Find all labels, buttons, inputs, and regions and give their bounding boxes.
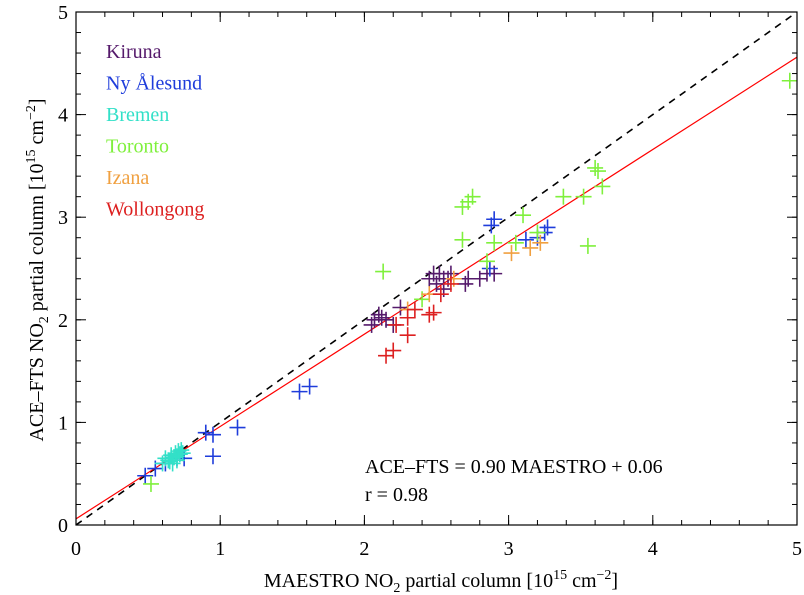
data-point [478, 253, 495, 270]
plot-frame [75, 11, 798, 526]
x-tick-label: 3 [504, 538, 514, 560]
y-tick-label: 5 [58, 2, 68, 24]
y-axis-title-close: ] [26, 98, 48, 105]
data-point [164, 455, 181, 472]
data-point [170, 443, 187, 460]
series-kiruna [363, 265, 503, 333]
x-axis-title-subscript: 2 [393, 581, 400, 595]
series-wollongong [378, 275, 459, 364]
data-point [529, 224, 546, 241]
data-point [454, 231, 471, 248]
data-point [137, 467, 154, 484]
x-tick-label: 2 [359, 538, 369, 560]
y-axis-title-exponent: 15 [24, 149, 39, 163]
legend-entry: Bremen [106, 104, 169, 126]
data-point [781, 72, 797, 89]
data-point [142, 475, 159, 492]
data-point [579, 237, 596, 254]
legend-entry: Ny Ålesund [106, 73, 202, 95]
y-axis-title-unit: cm [26, 120, 48, 150]
legend-entry: Izana [106, 167, 149, 189]
data-point [575, 188, 592, 205]
y-axis-title-main: ACE–FTS NO [26, 323, 48, 441]
x-axis-title: MAESTRO NO2 partial column [1015 cm−2] [264, 568, 618, 595]
data-point [425, 304, 442, 321]
data-point [375, 263, 392, 280]
y-tick-label: 4 [58, 105, 68, 127]
data-point [515, 207, 532, 224]
data-point [406, 301, 423, 318]
data-point [555, 188, 572, 205]
legend-entry: Kiruna [106, 41, 162, 63]
data-point [483, 217, 500, 234]
data-point [517, 231, 534, 248]
x-axis-title-tail: partial column [10 [400, 570, 553, 592]
data-point [587, 159, 604, 176]
data-point [385, 342, 402, 359]
data-point [291, 383, 308, 400]
data-point [522, 239, 539, 256]
series-bremen [154, 442, 191, 472]
legend-entry: Toronto [106, 136, 169, 158]
x-tick-label: 1 [215, 538, 225, 560]
data-point [486, 211, 503, 228]
data-point [373, 309, 390, 326]
y-tick-label: 3 [58, 207, 68, 229]
data-point [197, 424, 214, 441]
data-point [173, 442, 190, 459]
data-point [399, 327, 416, 344]
y-axis-title: ACE–FTS NO2 partial column [1015 cm−2] [24, 98, 52, 441]
x-tick-label: 4 [648, 538, 658, 560]
data-point [590, 163, 607, 180]
legend: Kiruna Ny Ålesund Bremen Toronto Izana Wollon… [106, 41, 204, 221]
data-point [168, 452, 185, 469]
data-point [399, 309, 416, 326]
data-point [464, 188, 481, 205]
annotation-fit-equation: ACE–FTS = 0.90 MAESTRO + 0.06 [365, 456, 663, 478]
plot-area [76, 12, 797, 525]
x-axis-title-main: MAESTRO NO [264, 570, 393, 592]
x-tick-label: 0 [71, 538, 81, 560]
data-point [392, 299, 409, 316]
data-point [204, 426, 221, 443]
x-axis-title-close: ] [611, 570, 618, 592]
data-point [432, 286, 449, 303]
series-toronto [142, 72, 797, 492]
x-axis-title-unit-exponent: −2 [597, 568, 612, 583]
legend-entry: Wollongong [106, 199, 204, 221]
y-axis-title-unit-exponent: −2 [24, 105, 39, 120]
data-point [507, 234, 524, 251]
data-point [486, 234, 503, 251]
data-point [229, 419, 246, 436]
data-point [481, 260, 498, 277]
y-tick-label: 1 [58, 412, 68, 434]
data-point [594, 178, 611, 195]
data-point [421, 306, 438, 323]
data-point [301, 378, 318, 395]
data-point [532, 234, 549, 251]
data-point [442, 275, 459, 292]
data-point [204, 448, 221, 465]
x-axis-title-unit: cm [567, 570, 597, 592]
y-axis-title-subscript: 2 [37, 316, 52, 323]
data-point [388, 316, 405, 333]
y-tick-label: 0 [58, 515, 68, 537]
data-point [503, 245, 520, 262]
y-tick-label: 2 [58, 310, 68, 332]
data-point [539, 219, 556, 236]
one-to-one-line [76, 12, 797, 525]
x-axis-title-exponent: 15 [553, 568, 567, 583]
x-tick-label: 5 [792, 538, 802, 560]
annotation-correlation: r = 0.98 [365, 484, 428, 506]
y-axis-title-tail: partial column [10 [26, 163, 48, 316]
data-point [171, 446, 188, 463]
